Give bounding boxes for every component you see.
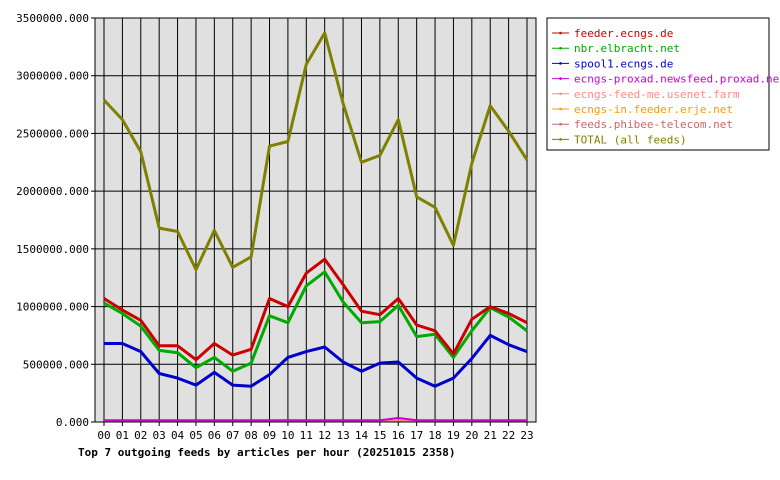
x-tick-label: 06 bbox=[208, 429, 221, 442]
x-tick-label: 15 bbox=[373, 429, 386, 442]
x-tick-label: 00 bbox=[97, 429, 110, 442]
legend-marker bbox=[559, 138, 562, 141]
legend-marker bbox=[559, 107, 562, 111]
legend-label: feeds.phibee-telecom.net bbox=[574, 118, 733, 131]
x-tick-label: 03 bbox=[153, 429, 166, 442]
x-tick-label: 19 bbox=[447, 429, 460, 442]
legend-marker bbox=[559, 122, 562, 126]
legend-label: spool1.ecngs.de bbox=[574, 57, 673, 70]
legend-label: feeder.ecngs.de bbox=[574, 27, 673, 40]
y-tick-label: 0.000 bbox=[56, 416, 89, 429]
x-tick-label: 18 bbox=[428, 429, 441, 442]
x-tick-label: 21 bbox=[484, 429, 497, 442]
x-tick-label: 13 bbox=[336, 429, 349, 442]
series-line bbox=[103, 257, 528, 362]
series-line bbox=[102, 31, 529, 272]
legend-label: ecngs-feed-me.usenet.farm bbox=[574, 88, 740, 101]
x-tick-label: 14 bbox=[355, 429, 369, 442]
y-tick-label: 500000.000 bbox=[23, 358, 89, 371]
legend-label: ecngs-proxad.newsfeed.proxad.net bbox=[574, 73, 780, 86]
x-tick-label: 09 bbox=[263, 429, 276, 442]
x-tick-label: 08 bbox=[245, 429, 258, 442]
x-tick-label: 17 bbox=[410, 429, 423, 442]
x-tick-label: 10 bbox=[281, 429, 294, 442]
legend-label: TOTAL (all feeds) bbox=[574, 133, 687, 146]
x-tick-label: 05 bbox=[189, 429, 202, 442]
y-tick-label: 3000000.000 bbox=[16, 70, 89, 83]
legend-box bbox=[546, 17, 770, 151]
plot-background bbox=[94, 17, 537, 423]
x-tick-label: 20 bbox=[465, 429, 478, 442]
y-tick-label: 2500000.000 bbox=[16, 127, 89, 140]
y-tick-label: 1500000.000 bbox=[16, 243, 89, 256]
y-tick-label: 2000000.000 bbox=[16, 185, 89, 198]
x-tick-label: 02 bbox=[134, 429, 147, 442]
x-tick-label: 23 bbox=[520, 429, 533, 442]
y-tick-label: 3500000.000 bbox=[16, 12, 89, 25]
x-tick-label: 16 bbox=[392, 429, 405, 442]
x-tick-label: 22 bbox=[502, 429, 515, 442]
x-tick-label: 12 bbox=[318, 429, 331, 442]
y-axis-ticks: 0.000 500000.000 1000000.000 1500000.000 200… bbox=[16, 12, 95, 429]
plot-frame bbox=[94, 17, 537, 423]
x-tick-label: 01 bbox=[116, 429, 129, 442]
legend: feeder.ecngs.de nbr.elbracht.net spool1.ec… bbox=[546, 17, 780, 151]
x-axis-ticks: 00 01 02 03 04 05 06 07 08 09 10 11 12 13 14 15 16 17 18 19… bbox=[97, 422, 534, 442]
series-lines bbox=[102, 31, 529, 423]
x-tick-label: 04 bbox=[171, 429, 185, 442]
y-tick-label: 1000000.000 bbox=[16, 301, 89, 314]
series-line bbox=[104, 333, 528, 388]
legend-marker bbox=[559, 46, 562, 50]
x-tick-label: 07 bbox=[226, 429, 239, 442]
legend-marker bbox=[559, 77, 562, 80]
legend-marker bbox=[559, 31, 562, 35]
chart-title: Top 7 outgoing feeds by articles per hou… bbox=[78, 446, 456, 459]
legend-marker bbox=[559, 62, 562, 65]
legend-label: ecngs-in.feeder.erje.net bbox=[574, 103, 733, 116]
legend-label: nbr.elbracht.net bbox=[574, 42, 680, 55]
series-line bbox=[104, 417, 527, 422]
legend-marker bbox=[559, 92, 562, 96]
x-tick-label: 11 bbox=[300, 429, 313, 442]
series-line bbox=[103, 270, 528, 373]
